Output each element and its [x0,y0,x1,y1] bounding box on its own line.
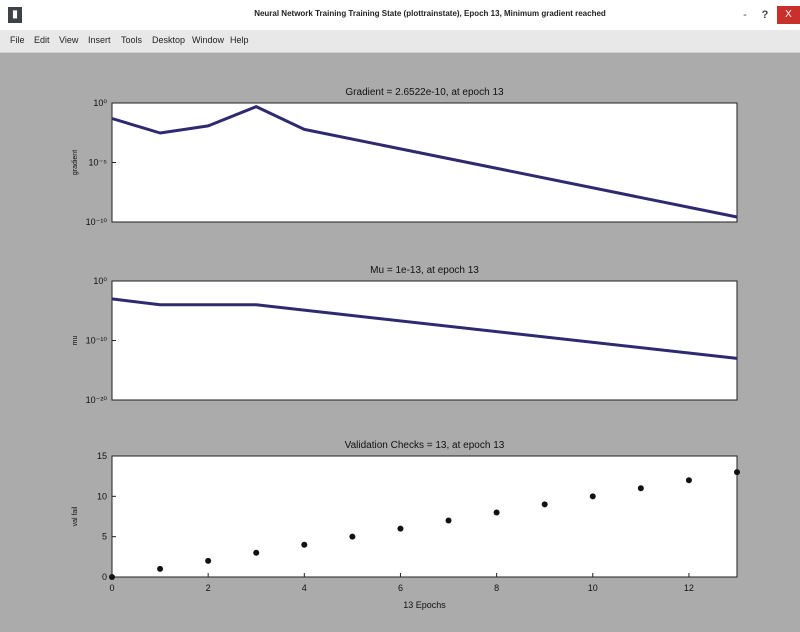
y-tick-label: 10⁰ [93,276,107,286]
x-tick-label: 12 [684,583,694,593]
menu-bar: File Edit View Insert Tools Desktop Wind… [0,30,800,53]
menu-tools[interactable]: Tools [121,35,143,45]
series-line [111,297,738,360]
menu-insert[interactable]: Insert [88,35,111,45]
y-tick-label: 10⁻²⁰ [86,395,108,405]
plot-title-2: Mu = 1e-13, at epoch 13 [370,265,479,276]
x-tick-label: 4 [302,583,307,593]
x-axis-label: 13 Epochs [403,600,446,610]
menu-help[interactable]: Help [230,35,249,45]
x-tick-label: 6 [398,583,403,593]
plot-area-1 [111,102,738,223]
plot-title-1: Gradient = 2.6522e-10, at epoch 13 [345,87,504,98]
data-point [445,517,452,524]
minimize-button[interactable]: - [743,9,747,21]
matlab-figure-icon: ▮ [8,7,22,23]
y-tick-label: 10⁻¹⁰ [86,336,108,346]
data-point [349,533,356,540]
y-tick-label: 10⁻⁵ [89,158,108,168]
y-tick-label: 0 [102,572,107,582]
series-line [111,105,738,219]
data-point [589,493,596,500]
y-tick-label: 5 [102,532,107,542]
y-axis-label: val fail [72,506,79,526]
y-tick-label: 10⁰ [93,98,107,108]
data-point [205,557,212,564]
y-tick-label: 10⁻¹⁰ [86,217,108,227]
menu-view[interactable]: View [59,35,79,45]
y-axis-label: gradient [72,150,79,175]
data-point [734,469,740,476]
x-tick-label: 0 [109,583,114,593]
x-tick-label: 10 [588,583,598,593]
data-point [493,509,500,516]
data-point [253,549,260,556]
help-button[interactable]: ? [761,9,769,21]
window-title: Neural Network Training Training State (… [254,9,606,18]
y-tick-label: 10 [97,491,107,501]
plot-area-2 [111,280,738,401]
title-bar: ▮ Neural Network Training Training State… [0,0,800,30]
data-point [301,541,308,548]
x-tick-label: 2 [206,583,211,593]
data-point [685,477,692,484]
close-button[interactable]: X [777,6,800,24]
menu-edit[interactable]: Edit [34,35,50,45]
plot-area-3 [111,455,738,578]
menu-window[interactable]: Window [192,35,225,45]
data-point [157,565,164,572]
plot-title-3: Validation Checks = 13, at epoch 13 [345,440,505,451]
data-point [397,525,404,532]
y-axis-label: mu [72,336,79,346]
menu-desktop[interactable]: Desktop [152,35,186,45]
y-tick-label: 15 [97,451,107,461]
data-point [637,485,644,492]
x-tick-label: 8 [494,583,499,593]
menu-file[interactable]: File [10,35,25,45]
data-point [541,501,548,508]
